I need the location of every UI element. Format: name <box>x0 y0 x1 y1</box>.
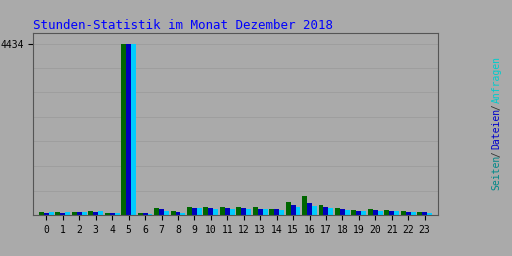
Bar <box>258 209 263 215</box>
Bar <box>197 208 202 215</box>
Bar <box>318 205 324 215</box>
Bar <box>378 211 382 215</box>
Text: Seiten: Seiten <box>492 155 502 190</box>
Bar <box>154 208 159 215</box>
Bar <box>115 213 120 215</box>
Bar <box>351 210 356 215</box>
Bar <box>389 211 394 215</box>
Bar <box>246 209 251 215</box>
Text: Dateien: Dateien <box>492 108 502 149</box>
Bar <box>230 209 234 215</box>
Bar <box>328 208 333 215</box>
Bar <box>237 207 241 215</box>
Bar <box>180 212 185 215</box>
Bar <box>225 208 230 215</box>
Bar <box>302 196 307 215</box>
Bar <box>373 210 378 215</box>
Bar <box>417 211 422 215</box>
Bar <box>164 211 169 215</box>
Bar <box>286 202 291 215</box>
Bar <box>220 207 225 215</box>
Bar <box>138 213 143 215</box>
Bar <box>253 207 258 215</box>
Bar <box>406 212 411 215</box>
Bar <box>263 209 268 215</box>
Bar <box>335 208 340 215</box>
Bar <box>368 209 373 215</box>
Text: Anfragen: Anfragen <box>492 56 502 103</box>
Bar <box>77 212 82 215</box>
Bar <box>143 213 147 215</box>
Bar <box>60 213 66 215</box>
Bar <box>411 212 416 215</box>
Bar <box>121 44 126 215</box>
Bar <box>356 211 361 215</box>
Bar <box>324 207 328 215</box>
Bar <box>93 211 98 215</box>
Bar <box>385 210 389 215</box>
Bar <box>274 209 279 215</box>
Bar <box>170 211 176 215</box>
Bar <box>340 209 345 215</box>
Bar <box>39 212 44 215</box>
Bar <box>291 205 295 215</box>
Bar <box>126 44 131 215</box>
Bar <box>394 211 399 215</box>
Bar <box>345 210 350 215</box>
Bar <box>55 212 60 215</box>
Bar <box>427 212 432 215</box>
Bar <box>98 211 103 215</box>
Bar <box>295 207 301 215</box>
Bar <box>208 208 214 215</box>
Bar <box>307 204 312 215</box>
Bar <box>44 212 49 215</box>
Bar <box>187 207 192 215</box>
Bar <box>269 209 274 215</box>
Bar <box>361 211 366 215</box>
Bar <box>147 214 153 215</box>
Text: /: / <box>492 145 502 163</box>
Bar <box>422 212 427 215</box>
Text: Stunden-Statistik im Monat Dezember 2018: Stunden-Statistik im Monat Dezember 2018 <box>33 19 333 32</box>
Bar <box>82 212 87 215</box>
Bar <box>241 208 246 215</box>
Bar <box>401 211 406 215</box>
Bar <box>159 209 164 215</box>
Bar <box>192 208 197 215</box>
Bar <box>89 211 93 215</box>
Bar <box>176 212 180 215</box>
Bar <box>131 44 136 215</box>
Bar <box>279 210 284 215</box>
Bar <box>110 213 115 215</box>
Bar <box>214 209 218 215</box>
Bar <box>49 212 54 215</box>
Bar <box>203 207 208 215</box>
Bar <box>72 211 77 215</box>
Bar <box>66 212 70 215</box>
Bar <box>312 206 317 215</box>
Bar <box>105 212 110 215</box>
Text: /: / <box>492 99 502 116</box>
